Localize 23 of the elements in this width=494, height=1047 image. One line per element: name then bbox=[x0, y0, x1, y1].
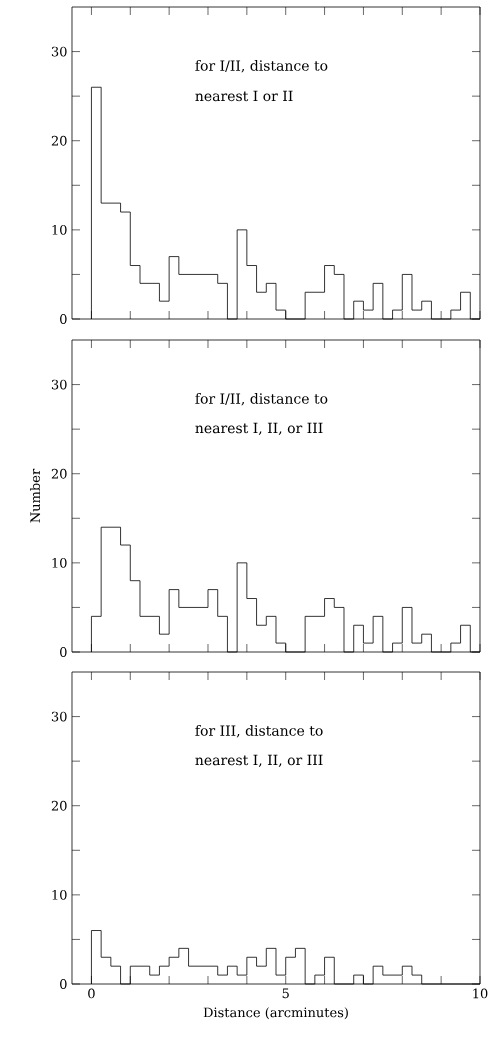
annotation: for I/II, distance to bbox=[195, 60, 328, 73]
x-tick-label: 0 bbox=[88, 988, 95, 999]
x-tick-label: 10 bbox=[473, 988, 488, 999]
y-tick-label: 20 bbox=[51, 468, 67, 479]
y-tick-label: 30 bbox=[51, 711, 67, 722]
y-tick-label: 10 bbox=[52, 224, 67, 235]
x-tick-label: 5 bbox=[282, 988, 289, 999]
x-axis-title: Distance (arcminutes) bbox=[203, 1007, 348, 1020]
annotation: nearest I, II, or III bbox=[195, 754, 323, 767]
y-tick-label: 30 bbox=[51, 379, 67, 390]
annotation: for III, distance to bbox=[195, 725, 323, 738]
annotation: nearest I or II bbox=[195, 90, 293, 102]
y-tick-label: 0 bbox=[60, 314, 67, 324]
y-tick-label: 20 bbox=[51, 800, 67, 811]
y-tick-label: 10 bbox=[52, 557, 67, 568]
y-axis-title: Number bbox=[29, 468, 41, 523]
y-tick-label: 20 bbox=[51, 135, 67, 146]
y-tick-label: 0 bbox=[60, 647, 67, 657]
annotation: for I/II, distance to bbox=[195, 393, 328, 406]
y-tick-label: 0 bbox=[60, 979, 67, 989]
annotation: nearest I, II, or III bbox=[195, 422, 323, 435]
y-tick-label: 30 bbox=[51, 46, 67, 57]
y-tick-label: 10 bbox=[52, 889, 67, 900]
